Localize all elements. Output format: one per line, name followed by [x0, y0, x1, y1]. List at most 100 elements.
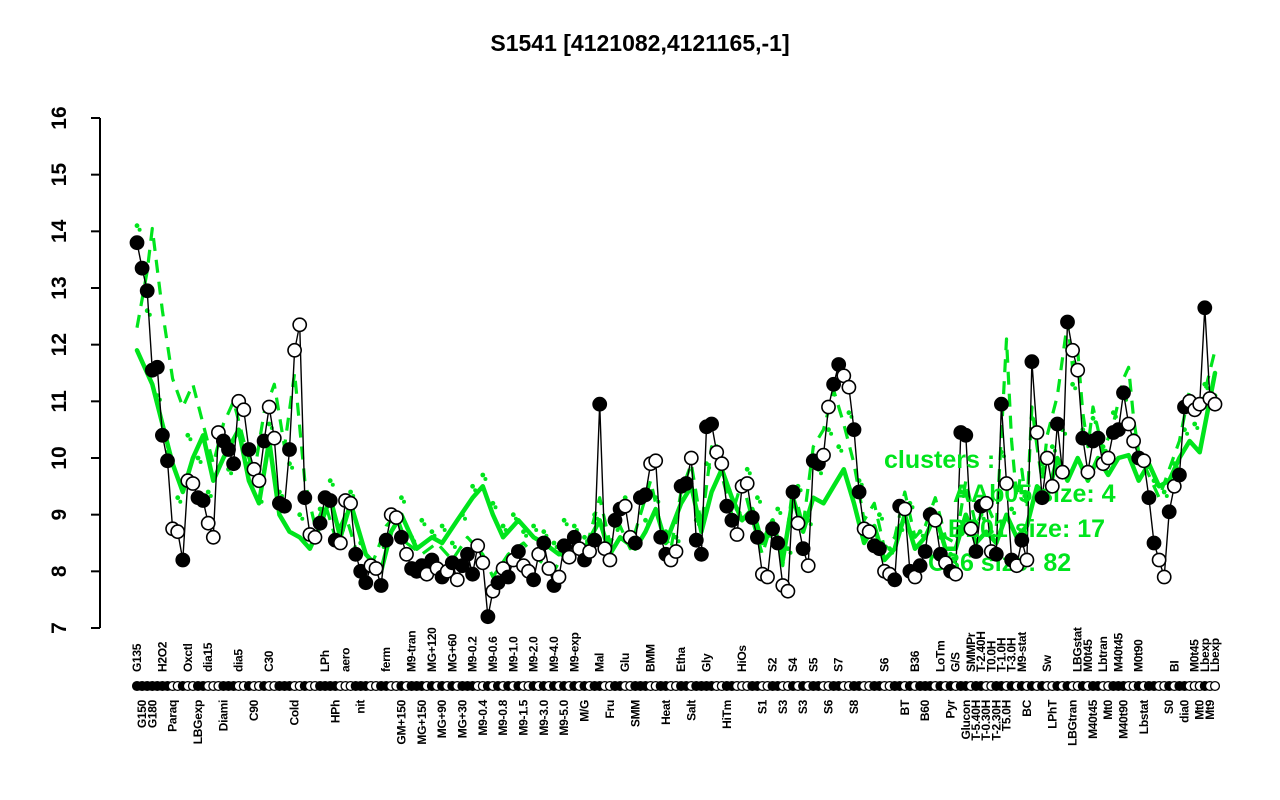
data-point: [1121, 416, 1136, 432]
condition-label: Salt: [684, 700, 698, 721]
condition-label: T-5.40H: [969, 700, 983, 741]
condition-label: M0t45: [1188, 639, 1202, 672]
dotted-point: [327, 478, 333, 484]
dotted-point: [531, 523, 536, 529]
dotted-point: [137, 227, 142, 232]
data-point: [948, 566, 964, 582]
condition-label: B36: [908, 650, 922, 672]
condition-label: G/S: [949, 652, 963, 672]
data-point: [785, 484, 801, 500]
data-point: [1126, 433, 1141, 449]
dotted-point: [348, 489, 353, 495]
data-point: [449, 572, 465, 588]
condition-label: Etha: [674, 647, 688, 672]
dotted-point: [758, 499, 762, 504]
data-point: [765, 521, 780, 537]
condition-label: Sw: [1040, 654, 1054, 672]
data-point: [297, 490, 313, 506]
condition-label: dia0: [1177, 699, 1191, 722]
dotted-point: [185, 432, 191, 438]
data-point: [236, 402, 252, 418]
condition-label: BMM: [644, 644, 658, 672]
dotted-point: [564, 522, 569, 527]
condition-label: M40t45: [1086, 699, 1100, 739]
condition-label: Oxctl: [181, 643, 195, 672]
data-point: [963, 521, 979, 537]
condition-label: Diami: [216, 700, 230, 731]
condition-label: Mt0: [1193, 699, 1207, 719]
dotted-point: [1049, 444, 1055, 450]
condition-label: Mt9: [1203, 699, 1217, 719]
data-point: [226, 456, 241, 472]
condition-label: BT: [898, 699, 912, 715]
data-point: [378, 532, 394, 548]
condition-label: aero: [338, 648, 352, 672]
data-point: [399, 546, 414, 562]
dotted-point: [500, 523, 506, 529]
condition-label: G180: [145, 699, 159, 728]
condition-label: T5.0H: [1000, 700, 1014, 731]
data-point: [307, 529, 323, 545]
condition-label: HiTm: [720, 700, 734, 729]
dotted-point: [981, 516, 986, 521]
dotted-point: [208, 494, 213, 498]
data-point: [277, 498, 292, 514]
condition-label: LoTm: [933, 641, 947, 672]
cluster-dashed-line: [135, 226, 1217, 579]
condition-label: M9-tran: [405, 631, 419, 672]
data-point: [1014, 532, 1030, 548]
data-point: [266, 430, 282, 446]
data-point: [160, 453, 175, 469]
y-tick-label: 11: [48, 390, 71, 413]
condition-label: nit: [354, 700, 368, 714]
data-point: [994, 396, 1009, 412]
dotted-point: [229, 471, 234, 476]
data-point: [1197, 300, 1213, 316]
data-point: [861, 524, 877, 540]
data-point: [221, 442, 236, 457]
data-point: [551, 569, 567, 585]
condition-label: C90: [247, 699, 261, 721]
data-point: [800, 558, 816, 574]
condition-label: S5: [806, 657, 820, 672]
data-point: [688, 532, 704, 548]
data-point: [282, 442, 297, 457]
condition-label: M9-0.4: [476, 699, 490, 735]
y-tick-label: 15: [48, 163, 71, 187]
data-point: [1029, 425, 1045, 440]
dotted-point: [490, 500, 496, 506]
condition-label: dia15: [201, 642, 215, 672]
dotted-point: [402, 499, 406, 504]
condition-label: LPhT: [1045, 699, 1059, 729]
condition-label: T0.0H: [984, 641, 998, 672]
dotted-point: [1161, 489, 1167, 495]
dotted-point: [439, 523, 445, 529]
dotted-point: [582, 534, 587, 540]
data-point: [704, 416, 719, 432]
data-point: [185, 476, 201, 491]
condition-label: LPh: [318, 650, 332, 672]
data-point: [729, 527, 745, 542]
condition-label: S1: [755, 699, 769, 714]
dotted-point: [195, 455, 201, 461]
data-point: [526, 572, 541, 588]
data-point: [1207, 396, 1223, 412]
data-point: [851, 484, 867, 500]
condition-label: BC: [1020, 699, 1034, 716]
data-point: [332, 535, 348, 551]
condition-label: Glucon: [959, 700, 973, 740]
condition-label: LBGtran: [1066, 700, 1080, 746]
data-point: [927, 512, 943, 528]
data-point: [724, 512, 740, 528]
dotted-point: [826, 427, 831, 433]
data-point: [480, 609, 496, 625]
data-point: [617, 498, 633, 514]
data-point: [587, 532, 602, 548]
condition-label: MG+60: [445, 633, 459, 672]
data-point: [999, 476, 1014, 491]
data-point: [821, 399, 836, 415]
dotted-point: [829, 431, 834, 436]
condition-label: T-0.30H: [979, 700, 993, 741]
y-tick-label: 10: [48, 446, 71, 469]
